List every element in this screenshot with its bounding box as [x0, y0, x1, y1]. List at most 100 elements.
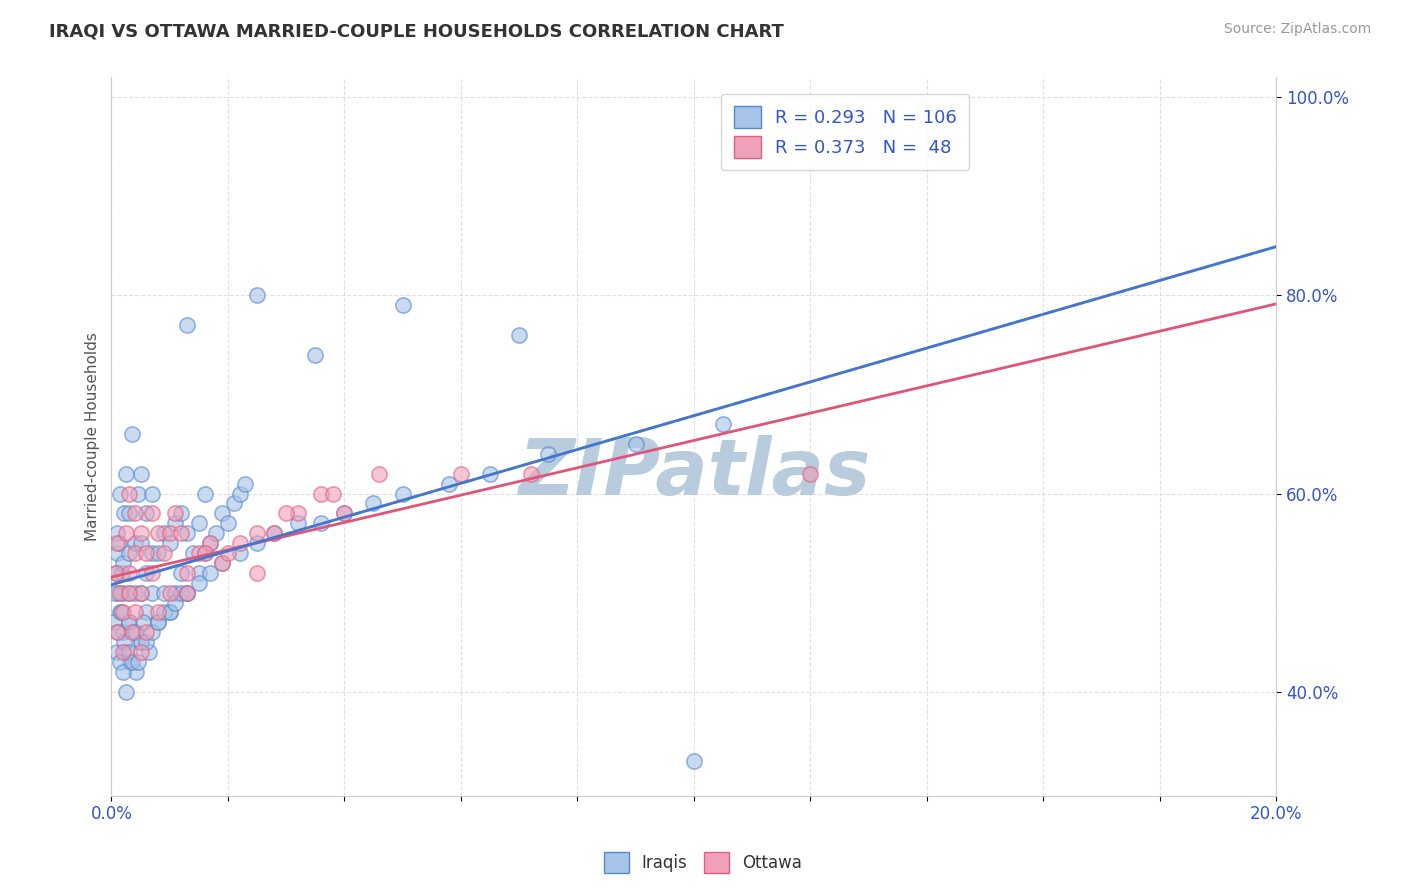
Point [153, 606, 176, 620]
Point [141, 625, 163, 640]
Point [287, 507, 309, 521]
Point [187, 566, 209, 580]
Point [194, 486, 217, 500]
Legend: R = 0.293   N = 106, R = 0.373   N =  48: R = 0.293 N = 106, R = 0.373 N = 48 [721, 94, 970, 170]
Point [115, 645, 138, 659]
Point [246, 288, 269, 302]
Point [105, 625, 128, 640]
Point [153, 526, 176, 541]
Point [132, 615, 155, 630]
Point [112, 625, 135, 640]
Point [127, 486, 149, 500]
Point [115, 467, 138, 481]
Point [105, 526, 128, 541]
Point [135, 606, 157, 620]
Point [187, 516, 209, 531]
Point [135, 507, 157, 521]
Point [146, 615, 169, 630]
Point [108, 655, 131, 669]
Point [304, 348, 326, 362]
Point [108, 486, 131, 500]
Point [165, 507, 187, 521]
Point [246, 526, 269, 541]
Point [129, 635, 152, 649]
Point [187, 575, 209, 590]
Point [108, 536, 131, 550]
Point [508, 328, 530, 343]
Point [124, 546, 146, 560]
Point [176, 318, 198, 333]
Point [363, 496, 385, 510]
Point [107, 625, 129, 640]
Point [228, 546, 250, 560]
Point [118, 645, 141, 659]
Point [165, 596, 187, 610]
Point [121, 655, 143, 669]
Point [228, 486, 250, 500]
Point [450, 467, 472, 481]
Point [112, 556, 135, 570]
Point [138, 645, 160, 659]
Point [111, 566, 134, 580]
Point [170, 585, 193, 599]
Point [108, 606, 131, 620]
Point [170, 507, 193, 521]
Point [309, 486, 332, 500]
Point [121, 427, 143, 442]
Point [309, 516, 332, 531]
Point [124, 507, 146, 521]
Point [146, 615, 169, 630]
Point [159, 606, 181, 620]
Point [118, 486, 141, 500]
Point [287, 516, 309, 531]
Point [194, 546, 217, 560]
Point [129, 585, 152, 599]
Point [118, 566, 141, 580]
Point [159, 606, 181, 620]
Point [217, 546, 239, 560]
Point [141, 546, 163, 560]
Point [105, 536, 128, 550]
Legend: Iraqis, Ottawa: Iraqis, Ottawa [598, 846, 808, 880]
Point [799, 467, 821, 481]
Point [391, 298, 413, 312]
Point [118, 585, 141, 599]
Point [105, 546, 128, 560]
Point [200, 536, 222, 550]
Point [105, 566, 128, 580]
Point [135, 546, 157, 560]
Point [391, 486, 413, 500]
Point [228, 536, 250, 550]
Point [118, 615, 141, 630]
Point [135, 635, 157, 649]
Point [333, 507, 356, 521]
Point [176, 585, 198, 599]
Point [153, 585, 176, 599]
Point [200, 536, 222, 550]
Point [263, 526, 285, 541]
Point [110, 606, 132, 620]
Point [200, 566, 222, 580]
Point [624, 437, 647, 451]
Point [105, 645, 128, 659]
Point [165, 585, 187, 599]
Point [103, 615, 125, 630]
Point [135, 566, 157, 580]
Point [478, 467, 501, 481]
Point [118, 615, 141, 630]
Point [519, 467, 541, 481]
Point [274, 507, 297, 521]
Point [104, 585, 127, 599]
Point [124, 625, 146, 640]
Point [105, 566, 128, 580]
Point [153, 546, 176, 560]
Point [112, 585, 135, 599]
Point [141, 486, 163, 500]
Point [246, 536, 269, 550]
Point [159, 585, 181, 599]
Point [124, 536, 146, 550]
Point [181, 546, 204, 560]
Point [682, 754, 704, 768]
Point [127, 655, 149, 669]
Point [135, 625, 157, 640]
